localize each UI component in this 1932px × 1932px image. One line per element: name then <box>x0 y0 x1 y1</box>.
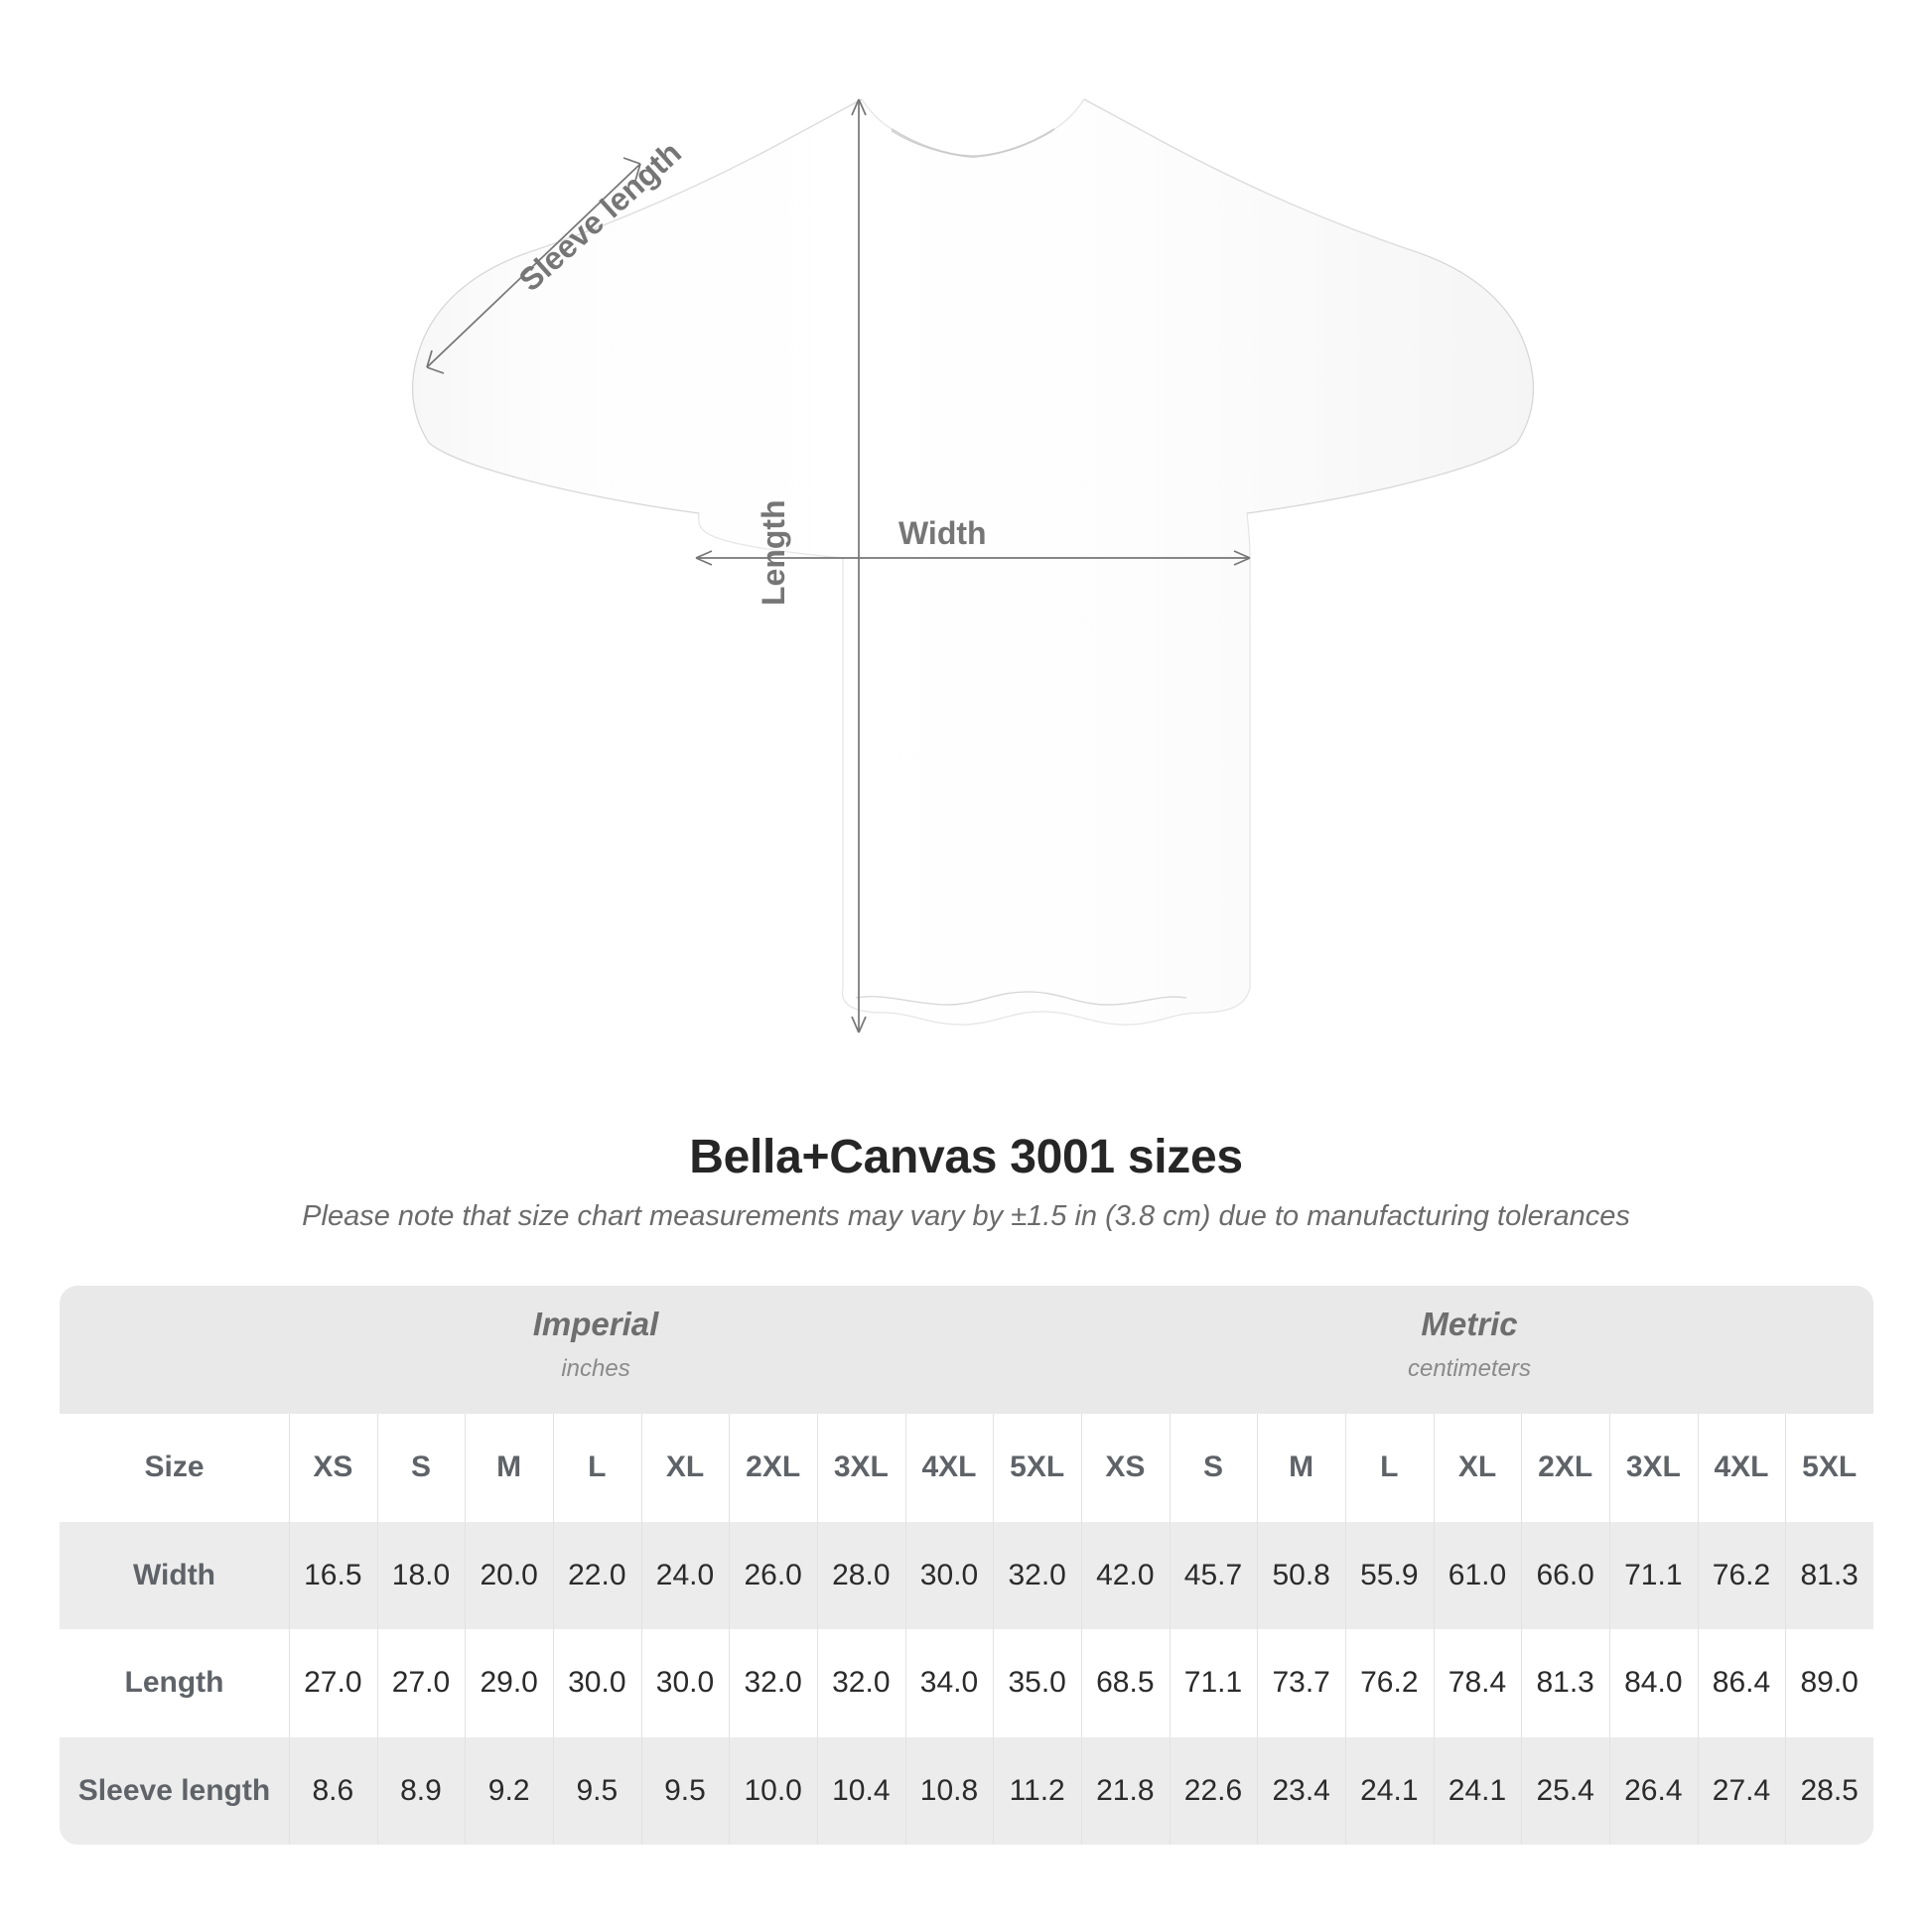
svg-text:Length: Length <box>756 499 791 606</box>
svg-text:Width: Width <box>898 515 987 551</box>
